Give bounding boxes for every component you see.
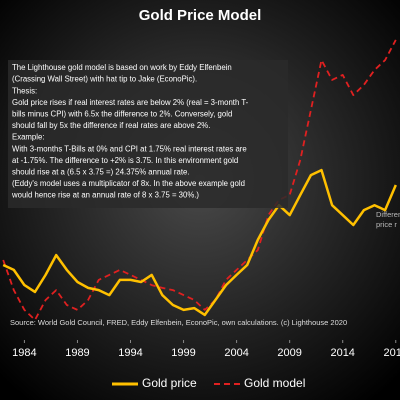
annotation-line: The Lighthouse gold model is based on wo… bbox=[12, 63, 232, 72]
annotation-line: Gold price rises if real interest rates … bbox=[12, 98, 249, 107]
legend-label: Gold price bbox=[142, 376, 197, 390]
x-tick-label: 1994 bbox=[118, 347, 142, 359]
x-tick-label: 2004 bbox=[224, 347, 248, 359]
side-note: Differen bbox=[376, 210, 400, 219]
annotation-line: at -1.75%. The difference to +2% is 3.75… bbox=[12, 156, 238, 165]
legend-label: Gold model bbox=[244, 376, 305, 390]
annotation-line: With 3-months T-Bills at 0% and CPI at 1… bbox=[12, 144, 247, 153]
x-tick-label: 2019 bbox=[384, 347, 400, 359]
chart-title: Gold Price Model bbox=[139, 7, 262, 24]
annotation-line: Example: bbox=[12, 133, 45, 142]
annotation-line: would hence rise at an annual rate of 8 … bbox=[11, 191, 199, 200]
annotation-line: should rise at a (6.5 x 3.75 =) 24.375% … bbox=[12, 167, 190, 176]
x-tick-label: 1989 bbox=[65, 347, 89, 359]
annotation-box bbox=[8, 60, 288, 208]
x-tick-label: 2009 bbox=[277, 347, 301, 359]
annotation-line: (Crassing Wall Street) with hat tip to J… bbox=[12, 75, 197, 84]
annotation-line: bills minus CPI) with 6.5x the differenc… bbox=[12, 109, 232, 118]
series-line bbox=[2, 168, 397, 317]
annotation-line: (Eddy's model uses a multiplicator of 8x… bbox=[12, 179, 245, 188]
x-tick-label: 1984 bbox=[12, 347, 36, 359]
source-note: Source: World Gold Council, FRED, Eddy E… bbox=[10, 318, 347, 327]
series-line bbox=[2, 39, 397, 321]
x-tick-label: 2014 bbox=[330, 347, 354, 359]
side-note: price r bbox=[376, 220, 397, 229]
annotation-line: Thesis: bbox=[12, 86, 37, 95]
x-tick-label: 1999 bbox=[171, 347, 195, 359]
annotation-line: should fall by 5x the difference if real… bbox=[12, 121, 210, 130]
